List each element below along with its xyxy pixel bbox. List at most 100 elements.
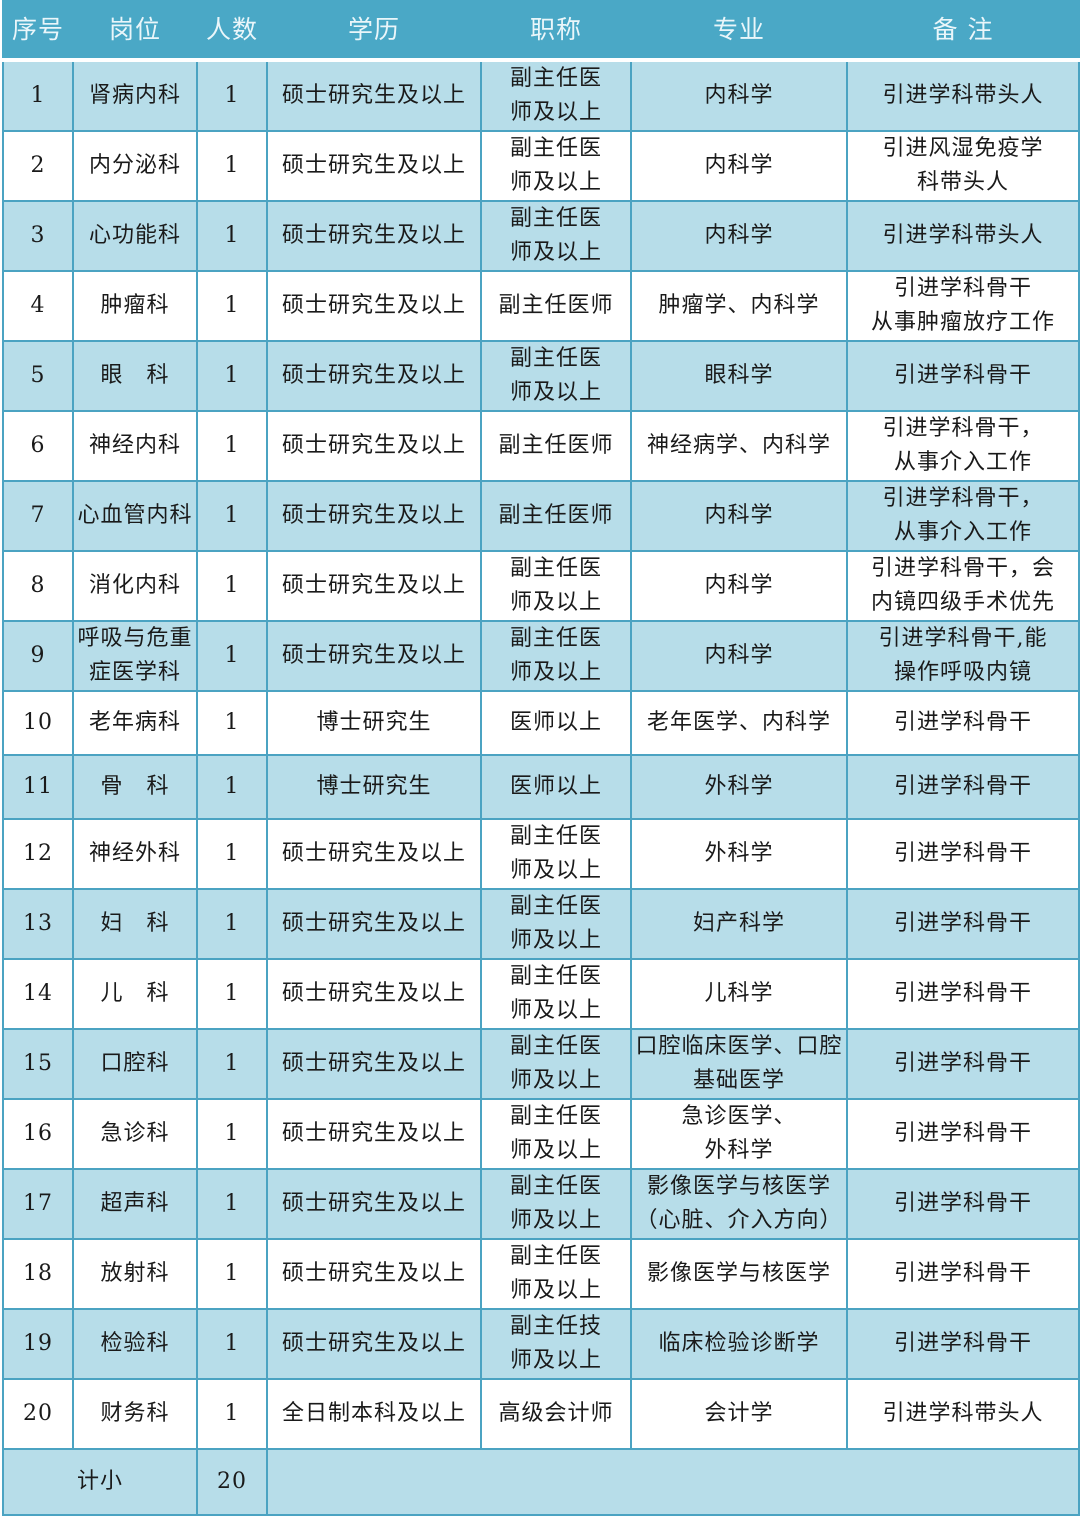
cell-education: 硕士研究生及以上 bbox=[266, 958, 482, 1030]
cell-title: 副主任医 师及以上 bbox=[480, 1098, 632, 1170]
cell-count: 1 bbox=[196, 1238, 268, 1310]
cell-major: 内科学 bbox=[630, 480, 848, 552]
total-row: 计小 20 bbox=[2, 1448, 1080, 1516]
cell-index: 20 bbox=[2, 1378, 74, 1450]
cell-remarks: 引进学科骨干 bbox=[846, 340, 1080, 412]
column-header-title: 职称 bbox=[480, 0, 632, 62]
cell-count: 1 bbox=[196, 690, 268, 756]
cell-remarks: 引进学科骨干 bbox=[846, 818, 1080, 890]
cell-major: 内科学 bbox=[630, 620, 848, 692]
cell-remarks: 引进学科骨干 bbox=[846, 1308, 1080, 1380]
cell-title: 医师以上 bbox=[480, 754, 632, 820]
total-label: 计小 bbox=[2, 1448, 198, 1516]
cell-index: 3 bbox=[2, 200, 74, 272]
cell-count: 1 bbox=[196, 620, 268, 692]
cell-major: 会计学 bbox=[630, 1378, 848, 1450]
cell-count: 1 bbox=[196, 1168, 268, 1240]
table-row: 9 呼吸与危重 症医学科 1 硕士研究生及以上 副主任医 师及以上 内科学 引进学科骨干,能… bbox=[2, 620, 1080, 692]
cell-remarks: 引进学科骨干 从事肿瘤放疗工作 bbox=[846, 270, 1080, 342]
cell-count: 1 bbox=[196, 888, 268, 960]
cell-position: 内分泌科 bbox=[72, 130, 198, 202]
cell-position: 肿瘤科 bbox=[72, 270, 198, 342]
cell-education: 硕士研究生及以上 bbox=[266, 130, 482, 202]
table-row: 11 骨 科 1 博士研究生 医师以上 外科学 引进学科骨干 bbox=[2, 754, 1080, 820]
cell-count: 1 bbox=[196, 59, 268, 132]
cell-title: 医师以上 bbox=[480, 690, 632, 756]
cell-index: 13 bbox=[2, 888, 74, 960]
column-header-remarks: 备 注 bbox=[846, 0, 1080, 62]
cell-index: 6 bbox=[2, 410, 74, 482]
cell-title: 副主任医 师及以上 bbox=[480, 958, 632, 1030]
cell-index: 4 bbox=[2, 270, 74, 342]
total-count: 20 bbox=[196, 1448, 268, 1516]
cell-education: 硕士研究生及以上 bbox=[266, 480, 482, 552]
table-row: 1 肾病内科 1 硕士研究生及以上 副主任医 师及以上 内科学 引进学科带头人 bbox=[2, 59, 1080, 132]
cell-index: 12 bbox=[2, 818, 74, 890]
cell-title: 副主任医 师及以上 bbox=[480, 550, 632, 622]
cell-position: 肾病内科 bbox=[72, 59, 198, 132]
cell-count: 1 bbox=[196, 340, 268, 412]
cell-major: 急诊医学、 外科学 bbox=[630, 1098, 848, 1170]
cell-remarks: 引进学科骨干 bbox=[846, 1098, 1080, 1170]
cell-education: 硕士研究生及以上 bbox=[266, 888, 482, 960]
cell-index: 5 bbox=[2, 340, 74, 412]
cell-title: 副主任医 师及以上 bbox=[480, 620, 632, 692]
cell-major: 内科学 bbox=[630, 59, 848, 132]
table-row: 17 超声科 1 硕士研究生及以上 副主任医 师及以上 影像医学与核医学 （心脏、介入方向… bbox=[2, 1168, 1080, 1240]
cell-major: 影像医学与核医学 bbox=[630, 1238, 848, 1310]
cell-education: 硕士研究生及以上 bbox=[266, 270, 482, 342]
cell-remarks: 引进学科骨干 bbox=[846, 958, 1080, 1030]
column-header-count: 人数 bbox=[196, 0, 268, 62]
cell-position: 消化内科 bbox=[72, 550, 198, 622]
table-row: 10 老年病科 1 博士研究生 医师以上 老年医学、内科学 引进学科骨干 bbox=[2, 690, 1080, 756]
cell-position: 检验科 bbox=[72, 1308, 198, 1380]
cell-count: 1 bbox=[196, 754, 268, 820]
cell-major: 外科学 bbox=[630, 754, 848, 820]
column-header-position: 岗位 bbox=[72, 0, 198, 62]
cell-remarks: 引进学科骨干， 从事介入工作 bbox=[846, 410, 1080, 482]
cell-major: 老年医学、内科学 bbox=[630, 690, 848, 756]
cell-education: 硕士研究生及以上 bbox=[266, 200, 482, 272]
cell-remarks: 引进学科骨干,能 操作呼吸内镜 bbox=[846, 620, 1080, 692]
cell-index: 11 bbox=[2, 754, 74, 820]
cell-count: 1 bbox=[196, 130, 268, 202]
cell-remarks: 引进学科骨干 bbox=[846, 1168, 1080, 1240]
cell-education: 硕士研究生及以上 bbox=[266, 59, 482, 132]
cell-remarks: 引进学科骨干 bbox=[846, 1238, 1080, 1310]
cell-position: 老年病科 bbox=[72, 690, 198, 756]
cell-title: 副主任技 师及以上 bbox=[480, 1308, 632, 1380]
cell-count: 1 bbox=[196, 550, 268, 622]
cell-title: 副主任医 师及以上 bbox=[480, 1238, 632, 1310]
cell-position: 眼 科 bbox=[72, 340, 198, 412]
cell-title: 副主任医师 bbox=[480, 410, 632, 482]
cell-index: 2 bbox=[2, 130, 74, 202]
cell-title: 副主任医 师及以上 bbox=[480, 200, 632, 272]
cell-major: 影像医学与核医学 （心脏、介入方向） bbox=[630, 1168, 848, 1240]
table-row: 18 放射科 1 硕士研究生及以上 副主任医 师及以上 影像医学与核医学 引进学科骨干 bbox=[2, 1238, 1080, 1310]
cell-education: 硕士研究生及以上 bbox=[266, 410, 482, 482]
cell-title: 高级会计师 bbox=[480, 1378, 632, 1450]
cell-index: 17 bbox=[2, 1168, 74, 1240]
cell-index: 14 bbox=[2, 958, 74, 1030]
cell-major: 外科学 bbox=[630, 818, 848, 890]
cell-title: 副主任医 师及以上 bbox=[480, 888, 632, 960]
cell-remarks: 引进风湿免疫学 科带头人 bbox=[846, 130, 1080, 202]
cell-remarks: 引进学科骨干， 从事介入工作 bbox=[846, 480, 1080, 552]
cell-major: 临床检验诊断学 bbox=[630, 1308, 848, 1380]
cell-count: 1 bbox=[196, 410, 268, 482]
cell-index: 18 bbox=[2, 1238, 74, 1310]
table-row: 13 妇 科 1 硕士研究生及以上 副主任医 师及以上 妇产科学 引进学科骨干 bbox=[2, 888, 1080, 960]
cell-title: 副主任医师 bbox=[480, 270, 632, 342]
cell-position: 放射科 bbox=[72, 1238, 198, 1310]
table-row: 8 消化内科 1 硕士研究生及以上 副主任医 师及以上 内科学 引进学科骨干，会 内镜四级手… bbox=[2, 550, 1080, 622]
cell-position: 神经内科 bbox=[72, 410, 198, 482]
table-row: 7 心血管内科 1 硕士研究生及以上 副主任医师 内科学 引进学科骨干， 从事介入工作 bbox=[2, 480, 1080, 552]
cell-education: 硕士研究生及以上 bbox=[266, 1238, 482, 1310]
cell-education: 博士研究生 bbox=[266, 754, 482, 820]
column-header-index: 序号 bbox=[2, 0, 74, 62]
cell-position: 呼吸与危重 症医学科 bbox=[72, 620, 198, 692]
cell-position: 骨 科 bbox=[72, 754, 198, 820]
cell-education: 硕士研究生及以上 bbox=[266, 550, 482, 622]
